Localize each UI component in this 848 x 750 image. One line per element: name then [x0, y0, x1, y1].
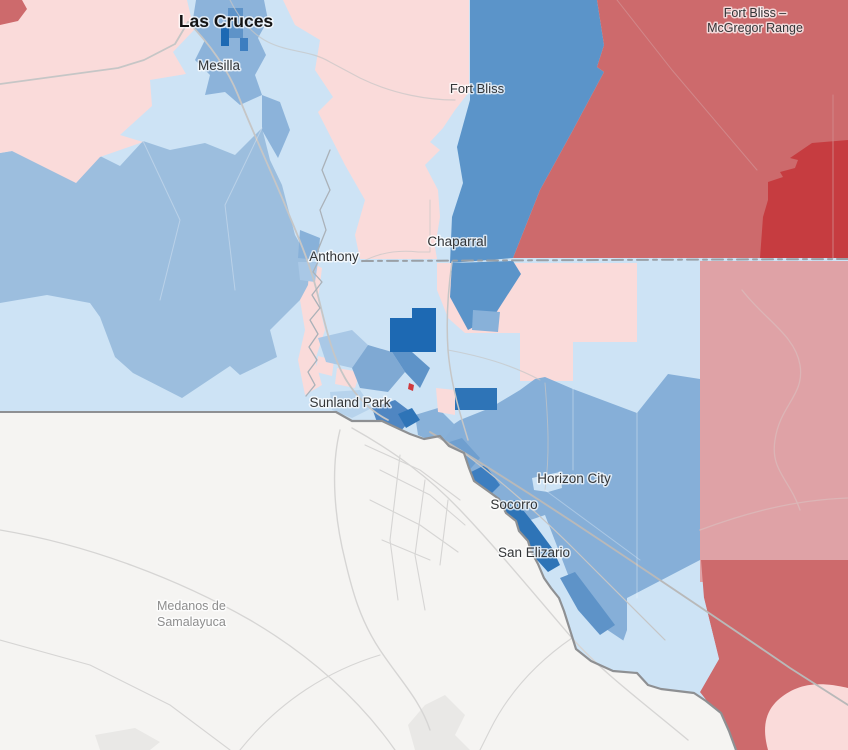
border-rio-grande	[334, 410, 738, 750]
road-i10-east	[429, 431, 848, 706]
border-state-dashed	[361, 258, 848, 262]
region-downriver-dark	[560, 572, 615, 635]
region-las-cruces-cluster	[192, 0, 268, 105]
label-socorro: Socorro	[490, 497, 537, 512]
river-squiggle	[305, 149, 331, 397]
region-mosaic-3	[392, 352, 430, 388]
region-lightblue-wedge-bottom	[613, 598, 719, 692]
region-horizon-blue-mass	[433, 374, 700, 643]
road-mx-grid-2	[379, 469, 466, 526]
road-las-cruces-east	[229, 0, 456, 101]
region-mosaic-7	[398, 408, 420, 428]
region-mexico-patch-2	[95, 728, 160, 750]
hairline-blue-3	[544, 489, 641, 561]
region-corner-red-blob	[0, 0, 27, 25]
road-mx-rural-3	[239, 654, 381, 750]
label-fort-bliss-mcgregor: Fort Bliss – McGregor Range	[707, 6, 803, 35]
road-mx-rural-4	[479, 637, 573, 750]
region-dark-rect	[455, 388, 497, 410]
region-mosaic-2	[352, 345, 405, 392]
region-horizon-pocket	[532, 472, 562, 492]
region-corner-light-pink-blob	[765, 684, 848, 750]
map-labels-layer: Las Cruces Mesilla Fort Bliss – McGregor Ra…	[156, 5, 805, 631]
label-las-cruces: Las Cruces	[179, 11, 274, 31]
region-wedge-below-line	[450, 261, 521, 330]
region-east-pink-column	[700, 261, 848, 582]
region-valley-patch	[262, 95, 290, 158]
road-i10-nw	[0, 21, 189, 85]
region-las-cruces-dark-3	[240, 38, 248, 51]
label-fort-bliss: Fort Bliss	[450, 81, 505, 96]
region-mexico	[0, 412, 736, 750]
boundary-ne-red-diag	[616, 0, 758, 171]
road-chaparral-local	[361, 199, 431, 263]
region-las-cruces-dark-2	[221, 28, 229, 46]
region-dark-square	[390, 308, 436, 352]
region-pink-pocket-2	[335, 368, 360, 388]
label-horizon-city: Horizon City	[537, 471, 611, 486]
region-mcgregor-dark-red	[760, 140, 848, 258]
road-mx-rural-2	[0, 639, 231, 750]
region-west-blue	[0, 128, 310, 398]
region-top-pink-strip	[283, 0, 469, 259]
road-mx-grid-7	[439, 499, 449, 566]
region-patch-ne-downtown	[472, 310, 500, 332]
road-loop375	[447, 349, 541, 381]
region-red-sliver	[408, 383, 414, 391]
road-mx-border-hwy	[351, 427, 689, 741]
region-fort-bliss-wedge	[450, 0, 604, 263]
hairline-west-1	[142, 140, 181, 301]
region-pink-pocket-3	[436, 388, 455, 415]
region-ne-red	[513, 0, 848, 258]
road-mx-2	[333, 429, 431, 731]
label-medanos: Medanos de Samalayuca	[157, 599, 226, 629]
road-mx-rural-1	[0, 529, 396, 750]
region-socorro-dark-strip	[500, 500, 560, 572]
region-mosaic-1	[318, 330, 368, 368]
road-mx-grid-1	[364, 444, 461, 501]
hairline-west-2	[224, 127, 263, 291]
region-mosaic-6	[415, 408, 455, 445]
road-mx-grid-5	[389, 454, 401, 601]
region-nw-pink	[0, 0, 194, 183]
label-san-elizario: San Elizario	[498, 545, 570, 560]
road-mx-grid-6	[414, 479, 426, 611]
road-mcgregor-1	[741, 289, 802, 511]
region-mexico-patch-1	[408, 695, 470, 750]
region-mosaic-4	[330, 390, 372, 418]
label-sunland-park: Sunland Park	[309, 395, 390, 410]
road-socorro	[459, 449, 666, 641]
label-mesilla: Mesilla	[198, 58, 241, 73]
road-mx-grid-3	[369, 499, 459, 553]
road-horizon-vert	[544, 382, 549, 491]
label-chaparral: Chaparral	[427, 234, 486, 249]
road-i10-valley	[187, 21, 389, 421]
label-anthony: Anthony	[309, 249, 359, 264]
road-mcgregor-2	[699, 497, 848, 531]
